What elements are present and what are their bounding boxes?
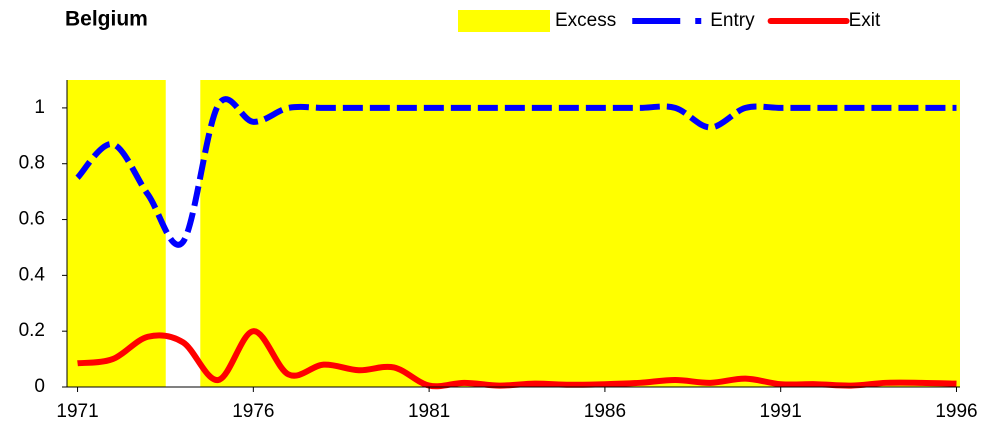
excess-bar — [481, 80, 518, 387]
legend-swatch — [458, 10, 550, 32]
excess-bar — [340, 80, 377, 387]
excess-bar — [94, 80, 131, 387]
excess-bar — [587, 80, 623, 387]
excess-bar — [868, 80, 905, 387]
y-tick-label: 1 — [34, 97, 45, 118]
excess-bar — [622, 80, 658, 387]
x-tick-label: 1991 — [760, 401, 802, 422]
excess-bar — [200, 80, 237, 387]
legend-label: Entry — [710, 10, 755, 31]
x-tick-label: 1996 — [935, 401, 977, 422]
legend-label: Exit — [849, 10, 881, 31]
excess-bar — [235, 80, 272, 387]
x-tick-label: 1976 — [232, 401, 274, 422]
excess-bar — [411, 80, 448, 387]
excess-bar — [305, 80, 342, 387]
excess-bar — [797, 80, 834, 387]
plot-area — [67, 80, 960, 387]
excess-bar — [446, 80, 483, 387]
excess-bar — [376, 80, 412, 387]
x-tick-label: 1971 — [56, 401, 98, 422]
excess-bar — [727, 80, 764, 387]
exit-line — [77, 328, 957, 390]
legend-label: Excess — [555, 10, 616, 31]
excess-bar — [270, 80, 307, 387]
excess-bar — [903, 80, 940, 387]
y-tick-label: 0.8 — [19, 153, 45, 174]
excess-bar — [692, 80, 729, 387]
x-tick-label: 1981 — [408, 401, 450, 422]
y-tick-label: 0.2 — [19, 320, 45, 341]
excess-bar — [67, 80, 96, 387]
entry-line — [75, 96, 957, 248]
excess-bar — [833, 80, 869, 387]
excess-bar — [551, 80, 588, 387]
y-tick-label: 0.6 — [19, 209, 45, 230]
y-tick-label: 0 — [34, 376, 45, 397]
excess-bar — [762, 80, 799, 387]
x-tick-label: 1986 — [584, 401, 626, 422]
excess-bar — [516, 80, 553, 387]
excess-bar — [938, 80, 960, 387]
chart-title: Belgium — [65, 8, 148, 31]
y-tick-label: 0.4 — [19, 264, 46, 285]
excess-bar — [657, 80, 694, 387]
